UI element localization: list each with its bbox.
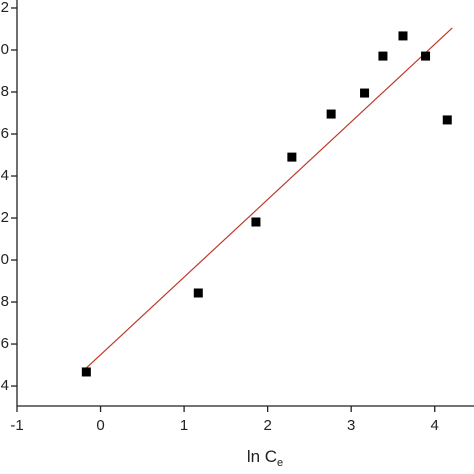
y-tick-label: 0 (1, 41, 9, 58)
y-tick-label: 0 (1, 251, 9, 268)
y-tick-label: 4 (1, 167, 9, 184)
data-point (360, 88, 370, 98)
y-tick-label: 6 (1, 335, 9, 352)
x-axis-label-subscript: e (277, 457, 283, 469)
data-point (81, 367, 91, 377)
x-tick-label: -1 (10, 417, 23, 434)
x-tick-label: 2 (263, 417, 271, 434)
x-tick-label: 0 (96, 417, 104, 434)
data-point (251, 217, 261, 227)
y-tick-label: 8 (1, 83, 9, 100)
data-point (442, 115, 452, 125)
data-point (193, 288, 203, 298)
y-tick-label: 2 (1, 209, 9, 226)
data-point (398, 31, 408, 41)
y-tick-label: 6 (1, 125, 9, 142)
x-axis-label-main: ln C (247, 447, 277, 466)
y-tick-label: 8 (1, 293, 9, 310)
y-tick-label: 4 (1, 377, 9, 394)
x-tick-label: 1 (180, 417, 188, 434)
x-tick-label: 4 (431, 417, 439, 434)
data-point (378, 51, 388, 61)
y-tick-label: 2 (1, 0, 9, 16)
data-point (326, 109, 336, 119)
x-tick-label: 3 (347, 417, 355, 434)
x-axis-label: ln Ce (247, 447, 283, 468)
fit-line (85, 27, 453, 369)
data-point (287, 152, 297, 162)
data-point (421, 51, 431, 61)
